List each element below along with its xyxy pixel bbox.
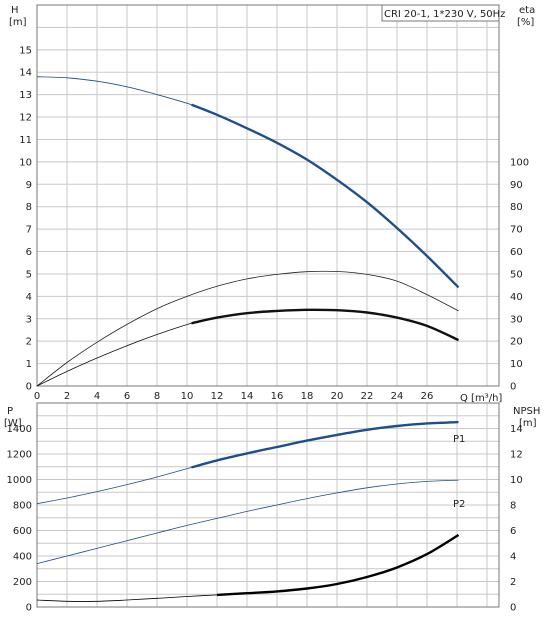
eta-tick-label: 40 <box>510 292 523 303</box>
h-curve-operating-range <box>191 103 460 289</box>
h-tick-label: 7 <box>26 225 32 236</box>
p-axis-label: P <box>7 406 13 417</box>
npsh-tick-label: 6 <box>510 526 516 537</box>
npsh-tick-label: 4 <box>510 552 516 563</box>
q-axis-label: Q [m³/h] <box>460 393 502 404</box>
npsh-tick-label: 14 <box>510 424 523 435</box>
p-tick-label: 400 <box>13 552 32 563</box>
npsh-tick-label: 0 <box>510 603 516 614</box>
x-tick-label: 6 <box>124 391 130 402</box>
eta-pump-curve-line <box>36 309 459 387</box>
eta-tick-label: 50 <box>510 269 523 280</box>
npsh-tick-label: 10 <box>510 475 523 486</box>
npsh-axis-label: NPSH <box>513 406 540 417</box>
h-tick-label: 15 <box>19 45 32 56</box>
h-tick-label: 8 <box>26 202 32 213</box>
p-tick-label: 1000 <box>7 475 32 486</box>
h-tick-label: 9 <box>26 180 32 191</box>
x-tick-label: 16 <box>271 391 284 402</box>
h-tick-label: 1 <box>26 359 32 370</box>
h-curve-line <box>36 76 459 288</box>
eta-tick-label: 90 <box>510 180 523 191</box>
p2-series-label: P2 <box>453 499 465 510</box>
chart-title-box <box>381 4 500 22</box>
x-tick-label: 26 <box>421 391 434 402</box>
h-tick-label: 13 <box>19 90 32 101</box>
eta-tick-label: 0 <box>510 382 516 393</box>
x-tick-label: 0 <box>34 391 40 402</box>
npsh-tick-label: 2 <box>510 577 516 588</box>
p-tick-label: 800 <box>13 501 32 512</box>
x-tick-label: 24 <box>391 391 404 402</box>
p2-curve-line <box>36 479 459 564</box>
p-tick-label: 1400 <box>7 424 32 435</box>
h-tick-label: 5 <box>26 269 32 280</box>
eta-tick-label: 30 <box>510 314 523 325</box>
eta-tick-label: 80 <box>510 202 523 213</box>
eta-tick-label: 60 <box>510 247 523 258</box>
p-tick-label: 0 <box>26 603 32 614</box>
eta-axis-unit: [%] <box>517 17 534 28</box>
h-tick-label: 3 <box>26 314 32 325</box>
chart-title: CRI 20-1, 1*230 V, 50Hz <box>384 9 505 20</box>
p1-series-label: P1 <box>453 434 465 445</box>
x-tick-label: 8 <box>154 391 160 402</box>
npsh-tick-label: 12 <box>510 450 523 461</box>
h-axis-unit: [m] <box>9 17 27 28</box>
p1-curve-line <box>36 421 459 505</box>
h-tick-label: 4 <box>26 292 32 303</box>
h-tick-label: 14 <box>19 68 32 79</box>
p-axis-unit: [W] <box>4 418 22 429</box>
p-tick-label: 600 <box>13 526 32 537</box>
eta-axis-label: eta <box>519 5 535 16</box>
h-tick-label: 6 <box>26 247 32 258</box>
x-tick-label: 18 <box>301 391 314 402</box>
npsh-axis-unit: [m] <box>519 418 537 429</box>
eta-tick-label: 70 <box>510 225 523 236</box>
x-tick-label: 10 <box>181 391 194 402</box>
h-axis-label: H <box>11 5 19 16</box>
x-tick-label: 14 <box>241 391 254 402</box>
eta-tick-label: 100 <box>510 157 529 168</box>
npsh-curve-operating-range <box>216 533 460 597</box>
plot-frame-top <box>36 4 500 387</box>
x-tick-label: 2 <box>64 391 70 402</box>
p-tick-label: 1200 <box>7 450 32 461</box>
h-tick-label: 11 <box>19 135 32 146</box>
h-tick-label: 2 <box>26 337 32 348</box>
x-tick-label: 20 <box>331 391 344 402</box>
x-tick-label: 4 <box>94 391 100 402</box>
h-tick-label: 12 <box>19 113 32 124</box>
p1-curve-operating-range <box>191 420 459 469</box>
eta-tick-label: 10 <box>510 359 523 370</box>
h-tick-label: 0 <box>26 382 32 393</box>
plot-frame-bottom <box>36 402 500 608</box>
eta-total-curve-line <box>36 270 459 387</box>
h-tick-label: 10 <box>19 157 32 168</box>
x-tick-label: 22 <box>361 391 374 402</box>
x-tick-label: 12 <box>211 391 224 402</box>
p-tick-label: 200 <box>13 577 32 588</box>
npsh-tick-label: 8 <box>510 501 516 512</box>
eta-tick-label: 20 <box>510 337 523 348</box>
eta-pump-curve-operating-range <box>191 308 460 342</box>
